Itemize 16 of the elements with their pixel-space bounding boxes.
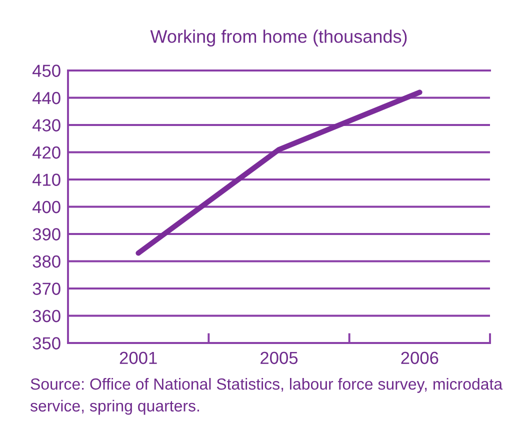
source-note: Source: Office of National Statistics, labour force survey, microdata service, spring quarters. [30,378,503,415]
y-tick-label: 390 [32,228,60,240]
x-tick-label: 2006 [401,352,438,364]
y-tick-label: 380 [32,255,60,268]
y-tick-label: 370 [32,282,60,295]
x-tick-label: 2005 [260,352,298,364]
y-tick-label: 410 [32,174,60,186]
y-tick-label: 360 [32,310,60,322]
y-tick-label: 430 [32,119,60,132]
y-tick-label: 440 [32,92,60,104]
y-tick-label: 400 [32,200,60,214]
x-tick-label: 2001 [120,352,157,364]
y-tick-label: 420 [32,146,60,159]
y-tick-label: 450 [32,64,60,77]
y-tick-label: 350 [32,337,60,350]
chart-title: Working from home (thousands) [150,30,407,46]
